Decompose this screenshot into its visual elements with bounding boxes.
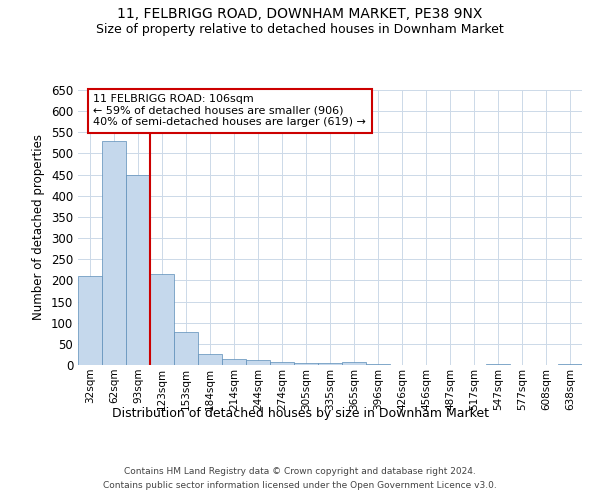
Bar [78, 276, 102, 365]
Bar [174, 332, 198, 365]
Bar [150, 274, 174, 365]
Text: 11 FELBRIGG ROAD: 106sqm
← 59% of detached houses are smaller (906)
40% of semi-: 11 FELBRIGG ROAD: 106sqm ← 59% of detach… [93, 94, 366, 128]
Bar [270, 362, 294, 365]
Bar [366, 364, 390, 365]
Text: Size of property relative to detached houses in Downham Market: Size of property relative to detached ho… [96, 22, 504, 36]
Bar [342, 362, 366, 365]
Bar [246, 360, 270, 365]
Bar [294, 363, 318, 365]
Bar [318, 364, 342, 365]
Bar [198, 354, 222, 365]
Bar [558, 364, 582, 365]
Bar [102, 141, 126, 365]
Text: Distribution of detached houses by size in Downham Market: Distribution of detached houses by size … [112, 408, 488, 420]
Text: 11, FELBRIGG ROAD, DOWNHAM MARKET, PE38 9NX: 11, FELBRIGG ROAD, DOWNHAM MARKET, PE38 … [118, 8, 482, 22]
Text: Contains HM Land Registry data © Crown copyright and database right 2024.: Contains HM Land Registry data © Crown c… [124, 468, 476, 476]
Text: Contains public sector information licensed under the Open Government Licence v3: Contains public sector information licen… [103, 481, 497, 490]
Bar [486, 364, 510, 365]
Y-axis label: Number of detached properties: Number of detached properties [32, 134, 46, 320]
Bar [126, 174, 150, 365]
Bar [222, 358, 246, 365]
